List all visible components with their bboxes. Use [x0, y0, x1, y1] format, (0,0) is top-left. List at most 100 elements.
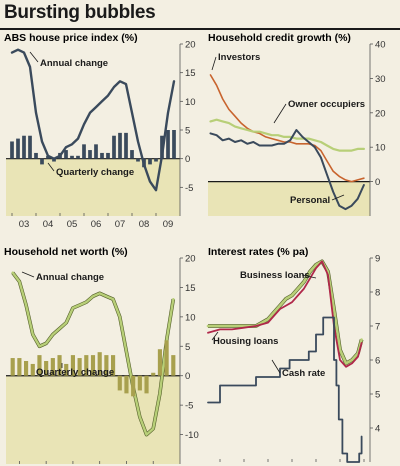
- bar-quarterly-change: [112, 135, 116, 159]
- leader-quarterly-change: [47, 162, 55, 172]
- x-tick-label-08: 08: [139, 219, 150, 230]
- panel-title: Household credit growth (%): [208, 32, 351, 44]
- y-tick-label-10: 10: [375, 143, 386, 154]
- y-tick-label-0: 0: [375, 177, 380, 188]
- y-tick-label-0: 0: [185, 371, 190, 382]
- line-annual-change: [11, 271, 175, 436]
- line-cash-rate: [207, 316, 363, 463]
- line-owner-occupiers: [209, 118, 365, 152]
- bar-quarterly-change: [88, 150, 92, 159]
- bar-quarterly-change: [172, 130, 176, 159]
- negative-band: [6, 158, 180, 216]
- bar-quarterly-change: [136, 158, 140, 162]
- bar-quarterly-change: [84, 355, 89, 376]
- bar-quarterly-change: [16, 138, 20, 159]
- bar-quarterly-change: [106, 152, 110, 159]
- bar-quarterly-change: [40, 158, 44, 165]
- bar-quarterly-change: [117, 375, 122, 391]
- bar-quarterly-change: [57, 355, 62, 376]
- y-tick-label-20: 20: [185, 254, 196, 265]
- panel-abs-house-price: ABS house price index (%) 20 15 10 5 0 -5 03 04…: [4, 32, 196, 230]
- y-tick-label-5: 5: [185, 342, 190, 353]
- annotation-annual-change: Annual change: [40, 58, 108, 69]
- line-annual-change: [10, 48, 176, 192]
- bar-quarterly-change: [131, 375, 136, 397]
- bar-quarterly-change: [24, 361, 29, 376]
- bar-quarterly-change: [94, 144, 98, 159]
- page-title: Bursting bubbles: [4, 2, 156, 23]
- y-tick-label-0: 0: [185, 154, 190, 165]
- bar-quarterly-change: [157, 349, 162, 376]
- plot-area: 98765404050607080910: [206, 254, 381, 466]
- annotation-personal: Personal: [290, 195, 330, 206]
- bar-quarterly-change: [34, 152, 38, 159]
- bar-quarterly-change: [77, 358, 82, 376]
- y-tick-label-9: 9: [375, 254, 380, 265]
- annotation-owner-occupiers: Owner occupiers: [288, 99, 365, 110]
- line-investors: [209, 74, 365, 183]
- panel-title: Household net worth (%): [4, 246, 128, 258]
- bar-quarterly-change: [124, 132, 128, 159]
- bar-quarterly-change: [137, 375, 142, 391]
- panel-interest-rates: Interest rates (% pa) 987654040506070809…: [206, 246, 381, 466]
- leader-investors: [211, 56, 217, 71]
- y-tick-label-5: 5: [185, 126, 190, 137]
- y-tick-label-20: 20: [375, 108, 386, 119]
- bar-quarterly-change: [64, 363, 69, 376]
- bar-quarterly-change: [97, 352, 102, 376]
- line-personal: [209, 129, 365, 211]
- bar-quarterly-change: [164, 340, 169, 376]
- bar-quarterly-change: [160, 135, 164, 159]
- bar-quarterly-change: [82, 144, 86, 159]
- bar-quarterly-change: [76, 155, 80, 159]
- bar-quarterly-change: [171, 355, 176, 376]
- annotation-investors: Investors: [218, 52, 260, 63]
- negative-band: [208, 181, 370, 216]
- y-tick-label-40: 40: [375, 40, 386, 51]
- bar-quarterly-change: [52, 158, 56, 162]
- leader-cash-rate: [271, 359, 281, 374]
- panel-title: Interest rates (% pa): [208, 246, 308, 258]
- panel-title: ABS house price index (%): [4, 32, 138, 44]
- line-housing-loans: [207, 260, 363, 368]
- y-tick-label-20: 20: [185, 40, 196, 51]
- bar-quarterly-change: [118, 132, 122, 159]
- bar-quarterly-change: [70, 155, 74, 159]
- bar-quarterly-change: [148, 158, 152, 165]
- bar-quarterly-change: [100, 152, 104, 159]
- plot-area: 40 30 20 10 0: [208, 40, 386, 216]
- bar-quarterly-change: [154, 158, 158, 162]
- annotation-cash-rate: Cash rate: [282, 368, 325, 379]
- y-tick-label-5: -5: [185, 401, 193, 412]
- bar-quarterly-change: [10, 141, 14, 159]
- bar-quarterly-change: [22, 135, 26, 159]
- title-rule: [0, 28, 400, 30]
- y-tick-label-10: 10: [185, 312, 196, 323]
- y-tick-label-8: 8: [375, 288, 380, 299]
- leader-annual-change: [21, 271, 35, 278]
- bar-quarterly-change: [70, 355, 75, 376]
- x-tick-label-06: 06: [91, 219, 102, 230]
- bar-quarterly-change: [130, 150, 134, 159]
- bar-quarterly-change: [30, 363, 35, 376]
- y-tick-label-7: 7: [375, 322, 380, 333]
- leader-owner-occupiers: [273, 103, 287, 124]
- annotation-quarterly-change: Quarterly change: [36, 367, 114, 378]
- bar-quarterly-change: [44, 361, 49, 376]
- panel-household-credit: Household credit growth (%) 40 30 20 10 0 In…: [208, 32, 386, 216]
- annotation-housing-loans: Housing loans: [213, 336, 278, 347]
- bar-quarterly-change: [142, 158, 146, 168]
- x-tick-label-05: 05: [67, 219, 78, 230]
- bar-quarterly-change: [50, 358, 55, 376]
- y-tick-label-30: 30: [375, 74, 386, 85]
- bar-quarterly-change: [64, 150, 68, 159]
- leader-business-loans: [301, 274, 317, 279]
- leader-housing-loans: [211, 331, 219, 341]
- y-tick-label-15: 15: [185, 68, 196, 79]
- y-tick-label-15: 15: [185, 283, 196, 294]
- bar-quarterly-change: [28, 135, 32, 159]
- bar-quarterly-change: [124, 375, 129, 394]
- negative-band: [6, 375, 180, 464]
